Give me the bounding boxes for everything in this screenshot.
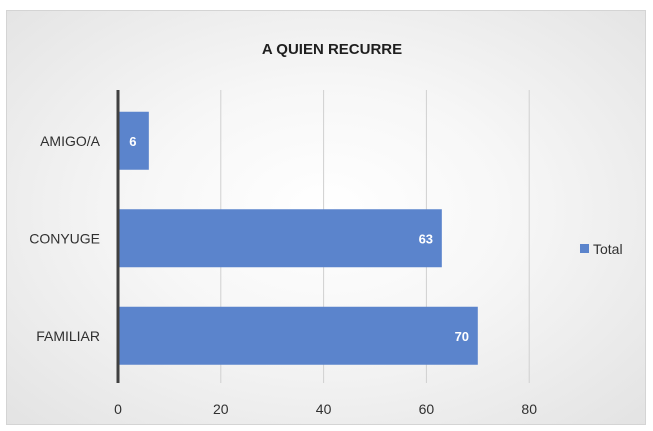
category-label: AMIGO/A (40, 133, 101, 149)
x-tick-0: 0 (114, 401, 122, 417)
legend-swatch-total (580, 244, 589, 253)
category-labels: AMIGO/A CONYUGE FAMILIAR (29, 133, 100, 344)
data-labels: 6 63 70 (129, 134, 469, 344)
category-label: FAMILIAR (36, 328, 100, 344)
data-label: 6 (129, 134, 136, 149)
x-tick-80: 80 (521, 401, 537, 417)
x-tick-60: 60 (419, 401, 435, 417)
x-tick-labels: 0 20 40 60 80 (114, 401, 537, 417)
data-label: 70 (455, 329, 469, 344)
legend[interactable]: Total (580, 241, 623, 257)
bars (118, 111, 478, 365)
chart-title: A QUIEN RECURRE (262, 41, 402, 58)
bar-amigo-a[interactable] (118, 111, 149, 170)
legend-label-total: Total (593, 241, 623, 257)
category-label: CONYUGE (29, 230, 100, 246)
data-label: 63 (419, 231, 433, 246)
x-tick-40: 40 (316, 401, 332, 417)
bar-familiar[interactable] (118, 306, 478, 365)
x-tick-20: 20 (213, 401, 229, 417)
bar-conyuge[interactable] (118, 209, 442, 268)
